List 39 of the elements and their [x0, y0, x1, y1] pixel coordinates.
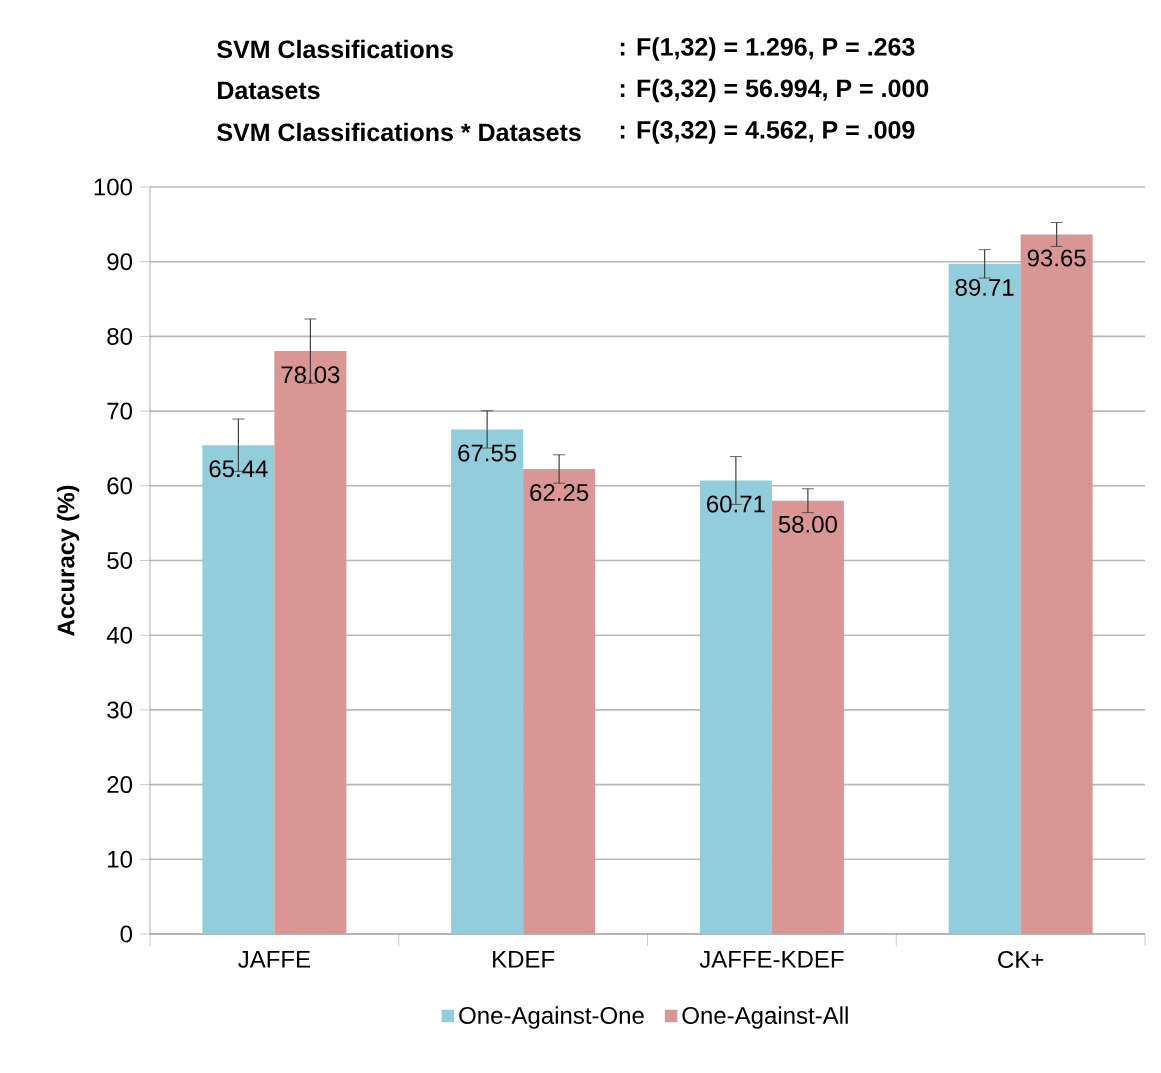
- x-tick-label: JAFFE: [238, 951, 311, 968]
- y-tick-label: 80: [107, 327, 133, 345]
- y-tick-label: 90: [107, 253, 133, 271]
- y-tick-label: 30: [107, 701, 133, 719]
- bar: [699, 480, 772, 934]
- text: : F(3,32) = 56.994, P = .000: [620, 78, 929, 103]
- y-tick-label: 10: [108, 850, 133, 868]
- bar: [523, 468, 596, 934]
- y-axis-title: Accuracy (%): [56, 485, 80, 636]
- y-tick-label: 50: [107, 552, 133, 570]
- y-tick-label: 100: [94, 178, 133, 196]
- bar: [451, 429, 524, 934]
- data-label: 60.71: [707, 495, 765, 513]
- legend-label: One-Against-All: [682, 1006, 848, 1029]
- legend-label: One-Against-One: [459, 1006, 644, 1029]
- text: : F(3,32) = 4.562, P = .009: [620, 120, 915, 144]
- bar: [202, 445, 275, 934]
- x-tick-label: KDEF: [493, 951, 555, 968]
- x-tick-label: JAFFE-KDEF: [699, 951, 844, 968]
- x-tick-label: CK+: [998, 951, 1044, 969]
- y-tick-label: 0: [120, 925, 133, 943]
- text: : F(1,32) = 1.296, P = .263: [620, 37, 915, 61]
- data-label: 62.25: [530, 484, 589, 502]
- data-label: 67.55: [458, 444, 517, 462]
- data-label: 58.00: [778, 515, 837, 533]
- bar: [948, 263, 1021, 934]
- y-tick-label: 70: [107, 402, 133, 420]
- y-tick-label: 60: [107, 477, 133, 495]
- text: Datasets: [218, 81, 320, 100]
- data-label: 65.44: [209, 460, 268, 478]
- bar: [1020, 234, 1093, 934]
- data-label: 89.71: [955, 278, 1014, 296]
- text: SVM Classifications: [217, 39, 453, 59]
- y-tick-label: 20: [107, 776, 133, 794]
- bar: [771, 500, 844, 934]
- y-tick-label: 40: [106, 626, 133, 644]
- text: SVM Classifications * Datasets: [217, 122, 581, 142]
- data-label: 93.65: [1027, 249, 1086, 267]
- bar: [274, 351, 347, 934]
